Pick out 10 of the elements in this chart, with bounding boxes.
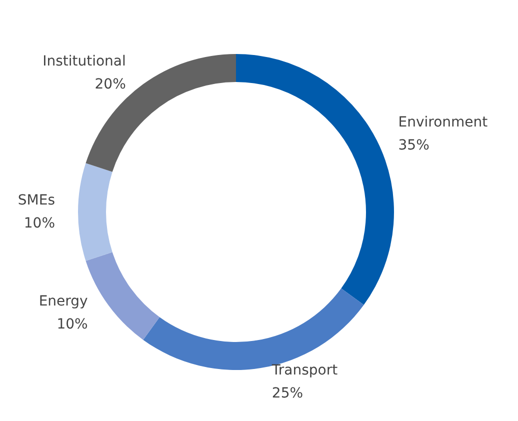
slice-label: Energy: [38, 294, 88, 310]
slice-label: SMEs: [18, 192, 55, 208]
data-label: 10%: [24, 216, 55, 232]
data-label: 20%: [94, 76, 126, 92]
slice-label: Institutional: [42, 53, 126, 70]
slice-label: Environment: [398, 114, 488, 130]
data-label: 35%: [398, 137, 430, 154]
slice-label: Transport: [270, 362, 338, 378]
data-label: 25%: [272, 385, 304, 402]
data-label: 10%: [56, 316, 88, 333]
